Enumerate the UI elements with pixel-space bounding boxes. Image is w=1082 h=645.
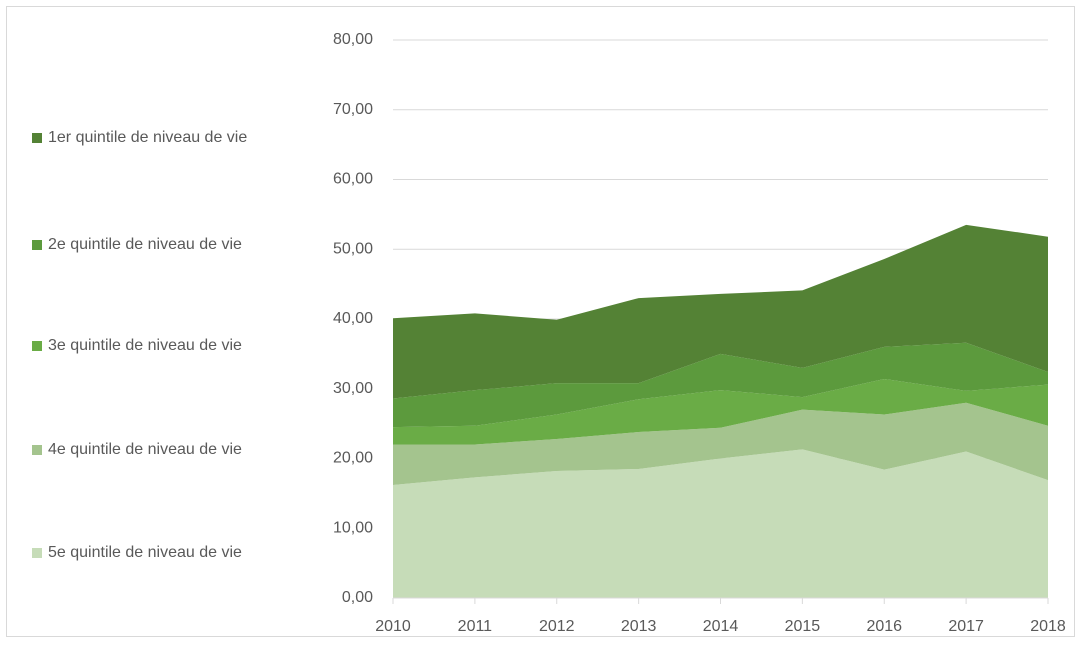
area bbox=[393, 449, 1048, 598]
legend-swatch bbox=[32, 341, 42, 351]
x-tick-label: 2015 bbox=[785, 618, 821, 635]
legend-label: 3e quintile de niveau de vie bbox=[48, 337, 242, 354]
area bbox=[393, 342, 1048, 428]
area bbox=[393, 378, 1048, 445]
legend-label: 5e quintile de niveau de vie bbox=[48, 544, 242, 561]
x-tick-label: 2014 bbox=[703, 618, 739, 635]
x-tick-label: 2010 bbox=[375, 618, 411, 635]
y-tick-label: 80,00 bbox=[333, 31, 373, 48]
legend-label: 1er quintile de niveau de vie bbox=[48, 129, 247, 146]
x-tick-label: 2011 bbox=[458, 618, 493, 635]
y-tick-label: 40,00 bbox=[333, 310, 373, 327]
y-tick-label: 10,00 bbox=[333, 519, 373, 536]
x-tick-label: 2017 bbox=[948, 618, 984, 635]
x-tick-label: 2018 bbox=[1030, 618, 1066, 635]
legend-swatch bbox=[32, 240, 42, 250]
y-tick-label: 30,00 bbox=[333, 380, 373, 397]
area bbox=[393, 224, 1048, 399]
y-tick-label: 20,00 bbox=[333, 450, 373, 467]
x-tick-label: 2012 bbox=[539, 618, 575, 635]
y-tick-label: 0,00 bbox=[342, 589, 373, 606]
legend-label: 4e quintile de niveau de vie bbox=[48, 441, 242, 458]
legend-swatch bbox=[32, 133, 42, 143]
x-tick-label: 2013 bbox=[621, 618, 657, 635]
x-tick-label: 2016 bbox=[866, 618, 902, 635]
area bbox=[393, 402, 1048, 486]
chart-frame bbox=[6, 6, 1075, 637]
y-tick-label: 70,00 bbox=[333, 101, 373, 118]
legend-label: 2e quintile de niveau de vie bbox=[48, 236, 242, 253]
y-tick-label: 60,00 bbox=[333, 171, 373, 188]
y-tick-label: 50,00 bbox=[333, 240, 373, 257]
legend-swatch bbox=[32, 548, 42, 558]
legend-swatch bbox=[32, 445, 42, 455]
